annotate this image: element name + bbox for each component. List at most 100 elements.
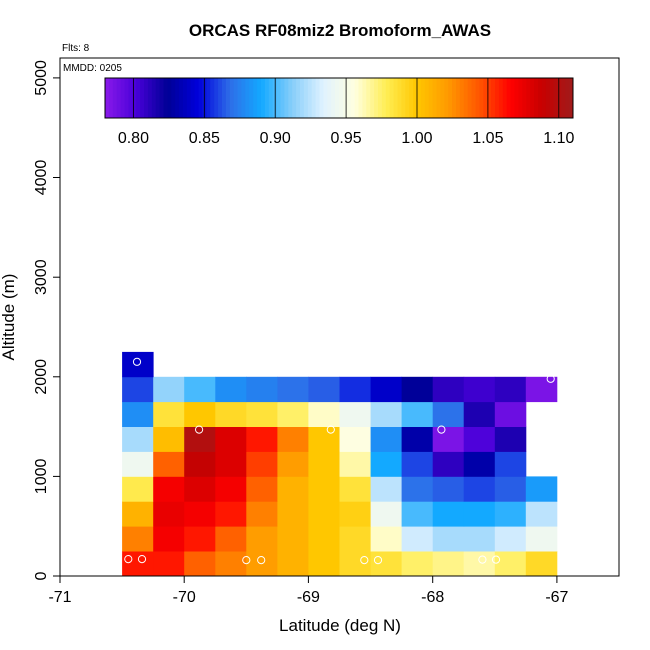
colorbar-segment (311, 78, 317, 118)
colorbar-segment (327, 78, 332, 118)
heatmap-cell (215, 476, 247, 502)
sample-point (124, 555, 133, 564)
heatmap-cell (339, 526, 371, 552)
colorbar (104, 77, 574, 119)
heatmap-cell (370, 501, 403, 527)
colorbar-segment (116, 78, 122, 118)
sample-point (326, 425, 335, 434)
colorbar-segment (346, 78, 352, 118)
heatmap-cell (401, 501, 434, 527)
heatmap-cell (401, 551, 434, 577)
y-tick-label: 2000 (33, 359, 50, 395)
colorbar-segment (561, 78, 566, 118)
y-tick-label: 1000 (33, 459, 50, 495)
heatmap-cell (339, 401, 371, 427)
colorbar-segment (210, 78, 215, 118)
colorbar-segment (475, 78, 480, 118)
colorbar-segment (471, 78, 476, 118)
heatmap-cell (370, 401, 403, 427)
colorbar-segment (510, 78, 515, 118)
colorbar-segment (319, 78, 324, 118)
heatmap-cell (184, 501, 216, 527)
heatmap-cell (463, 376, 496, 403)
heatmap-cell (432, 551, 465, 577)
heatmap-cell (525, 551, 558, 577)
colorbar-segment (514, 78, 519, 118)
heatmap-cell (277, 451, 309, 477)
colorbar-tick-label: 0.90 (260, 130, 291, 147)
heatmap-cell (184, 476, 216, 502)
heatmap-cell (184, 376, 216, 403)
colorbar-segment (257, 78, 262, 118)
colorbar-segment (167, 78, 172, 118)
heatmap-cell (122, 351, 154, 378)
heatmap-cell (308, 401, 340, 427)
heatmap-cell (277, 501, 309, 527)
colorbar-segment (385, 78, 391, 118)
heatmap-cell (184, 401, 216, 427)
colorbar-segment (300, 78, 305, 118)
heatmap-cell (277, 526, 309, 552)
colorbar-segment (190, 78, 196, 118)
colorbar-segment (147, 78, 153, 118)
heatmap-cell (401, 401, 434, 427)
heatmap-cell (122, 376, 154, 403)
colorbar-segment (144, 78, 149, 118)
sample-point (373, 556, 383, 565)
heatmap-cell (184, 526, 216, 552)
sample-point (491, 555, 501, 564)
colorbar-segment (229, 78, 235, 118)
heatmap-cell (432, 526, 465, 552)
colorbar-segment (175, 78, 180, 118)
colorbar-segment (467, 78, 473, 118)
heatmap-cell (215, 401, 247, 427)
heatmap-cell (339, 501, 371, 527)
colorbar-segment (381, 78, 387, 118)
heatmap-cell (525, 501, 558, 527)
colorbar-segment (565, 78, 570, 118)
x-tick-labels: -71 -70 -69 -68 -67 (48, 589, 568, 606)
colorbar-segment (401, 78, 406, 118)
heatmap-cell (494, 451, 527, 477)
heatmap-cell (463, 401, 496, 427)
heatmap-cell (339, 551, 371, 577)
colorbar-segment (409, 78, 414, 118)
heatmap-cell (122, 451, 154, 477)
heatmap-cell (463, 476, 496, 502)
flights-note: Flts: 8 (62, 43, 90, 54)
colorbar-segment (331, 78, 336, 118)
sample-points (124, 357, 555, 565)
colorbar-segment (350, 78, 356, 118)
colorbar-segment (268, 78, 274, 118)
colorbar-segment (534, 78, 539, 118)
colorbar-segment (459, 78, 465, 118)
colorbar-segment (393, 78, 398, 118)
colorbar-segment (436, 78, 441, 118)
colorbar-segment (530, 78, 535, 118)
colorbar-segment (339, 78, 344, 118)
colorbar-segment (413, 78, 418, 118)
heatmap-cell (308, 526, 340, 552)
heatmap-cell (246, 451, 278, 477)
heatmap-cell (308, 501, 340, 527)
heatmap-cell (525, 376, 558, 403)
colorbar-segment (444, 78, 449, 118)
x-axis-label: Latitude (deg N) (279, 616, 401, 635)
heatmap-cell (153, 426, 185, 452)
colorbar-segment (483, 78, 488, 118)
heatmap-cell (308, 476, 340, 502)
heatmap-cell (246, 476, 278, 502)
sample-point (360, 556, 369, 565)
colorbar-segment (194, 78, 200, 118)
colorbar-segment (261, 78, 266, 118)
colorbar-segment (522, 78, 527, 118)
colorbar-segment (549, 78, 554, 118)
x-tick-label: -71 (48, 589, 71, 606)
y-tick-label: 4000 (33, 160, 50, 196)
colorbar-segment (463, 78, 469, 118)
heatmap-cell (432, 501, 465, 527)
heatmap-cell (122, 476, 154, 502)
heatmap-cell (401, 476, 434, 502)
colorbar-segment (541, 78, 547, 118)
